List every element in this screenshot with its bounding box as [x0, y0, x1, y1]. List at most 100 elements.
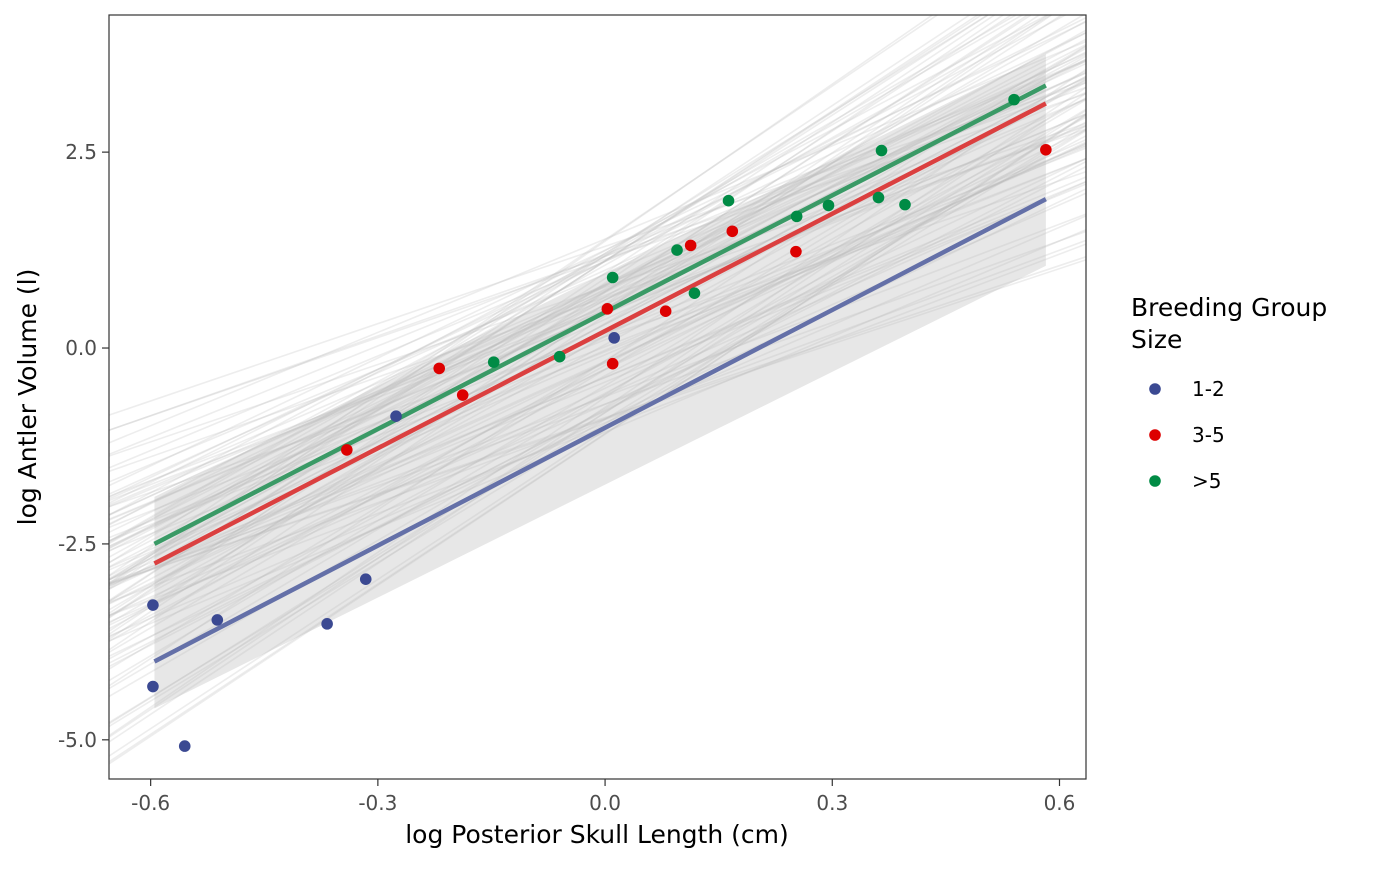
posterior-draw-line — [109, 157, 1086, 542]
posterior-draw-line — [109, 180, 1086, 581]
posterior-draw-line — [109, 15, 1041, 636]
y-tick-label: -5.0 — [58, 728, 97, 752]
posterior-draw-line — [109, 183, 1086, 588]
legend-items: 1-2 3-5 >5 — [1149, 377, 1225, 493]
posterior-draw-line — [109, 138, 1086, 569]
posterior-draw-line — [109, 62, 1086, 516]
posterior-draw-line — [109, 86, 1086, 738]
data-point — [341, 444, 353, 456]
fit-lines — [153, 83, 1047, 664]
data-point — [390, 410, 402, 422]
data-point — [722, 194, 735, 207]
posterior-draw-line — [109, 160, 1086, 668]
posterior-draw-line — [109, 81, 1086, 617]
legend-title: Breeding Group Size — [1131, 293, 1335, 354]
posterior-draw-line — [109, 72, 1086, 483]
x-tick-label: 0.3 — [816, 791, 848, 815]
posterior-draw-line — [109, 157, 1086, 626]
y-axis-title: log Antler Volume (l) — [13, 269, 42, 526]
data-point — [1008, 93, 1020, 106]
posterior-draw-line — [109, 239, 1086, 603]
posterior-draw-line — [109, 47, 1086, 577]
posterior-draw-line — [109, 98, 1086, 548]
posterior-draw-line — [109, 125, 1086, 502]
posterior-draw-line — [109, 116, 1086, 630]
data-point — [606, 271, 619, 284]
posterior-draw-line — [109, 43, 1086, 542]
posterior-draw-line — [109, 141, 1086, 605]
posterior-draw-line — [109, 82, 1086, 416]
legend-label: 3-5 — [1192, 423, 1225, 447]
data-point — [321, 618, 333, 630]
legend-item: 1-2 — [1149, 377, 1225, 401]
data-point — [1040, 143, 1052, 156]
data-point — [456, 389, 469, 401]
data-point — [899, 198, 911, 211]
posterior-draw-line — [109, 21, 1086, 487]
posterior-draw-line — [109, 129, 1086, 604]
posterior-draw-line — [109, 259, 1086, 585]
posterior-draw-line — [109, 176, 1086, 585]
posterior-draw-line — [109, 45, 1086, 687]
posterior-draw-line — [109, 60, 1086, 469]
legend-label: >5 — [1192, 469, 1221, 493]
y-tick-label: -2.5 — [58, 532, 97, 556]
posterior-draw-line — [109, 15, 1005, 618]
posterior-draw-line — [109, 31, 1086, 549]
posterior-draw-line — [109, 188, 1086, 658]
data-point — [875, 144, 888, 157]
posterior-draw-line — [109, 78, 1086, 670]
posterior-draw-line — [109, 142, 1086, 590]
posterior-draw-line — [109, 32, 1086, 498]
posterior-draw-line — [109, 15, 990, 581]
posterior-draw-line — [109, 92, 1086, 743]
data-point — [726, 225, 739, 238]
posterior-draw-line — [109, 40, 1086, 444]
posterior-draw-line — [109, 58, 1086, 550]
posterior-draw-line — [109, 16, 1086, 504]
posterior-draw-line — [109, 215, 1086, 637]
posterior-draw-line — [109, 124, 1086, 498]
fit-line — [153, 197, 1047, 664]
data-point — [822, 199, 835, 212]
data-point — [487, 356, 500, 368]
x-axis: -0.6 -0.3 0.0 0.3 0.6 — [131, 779, 1075, 815]
legend-key — [1149, 383, 1161, 395]
posterior-draw-line — [109, 181, 1086, 617]
data-point — [211, 614, 224, 626]
posterior-draw-line — [109, 121, 1086, 638]
data-point — [790, 210, 803, 223]
posterior-draw-line — [109, 135, 1086, 660]
data-point — [553, 350, 566, 363]
posterior-draw-line — [109, 75, 1086, 581]
posterior-draw-line — [109, 51, 1086, 525]
data-point — [671, 244, 683, 256]
posterior-draw-line — [109, 52, 1086, 495]
posterior-draw-line — [109, 53, 1086, 564]
posterior-draw-line — [109, 124, 1086, 724]
posterior-draw-line — [109, 68, 1086, 737]
posterior-draw-line — [109, 130, 1086, 728]
data-point — [606, 357, 619, 370]
posterior-draw-line — [109, 15, 990, 564]
posterior-draw-line — [109, 147, 1086, 539]
posterior-draw-line — [109, 15, 996, 603]
posterior-draw-line — [109, 108, 1086, 690]
x-tick-label: 0.0 — [589, 791, 621, 815]
posterior-draw-line — [109, 29, 1086, 580]
posterior-draw-line — [109, 15, 980, 589]
posterior-draw-line — [109, 165, 1086, 664]
fit-line — [153, 83, 1047, 546]
plot-panel-border — [108, 14, 1087, 780]
posterior-draw-line — [109, 58, 1086, 534]
posterior-draw-line — [109, 122, 1086, 457]
posterior-draw-line — [109, 15, 1053, 545]
fit-line — [153, 101, 1047, 566]
legend-title-line-1: Breeding Group — [1131, 293, 1327, 322]
posterior-draw-line — [109, 15, 983, 586]
posterior-draw-line — [109, 230, 1086, 584]
posterior-draw-line — [109, 20, 1086, 558]
data-points — [147, 93, 1052, 752]
posterior-draw-line — [109, 213, 1086, 586]
